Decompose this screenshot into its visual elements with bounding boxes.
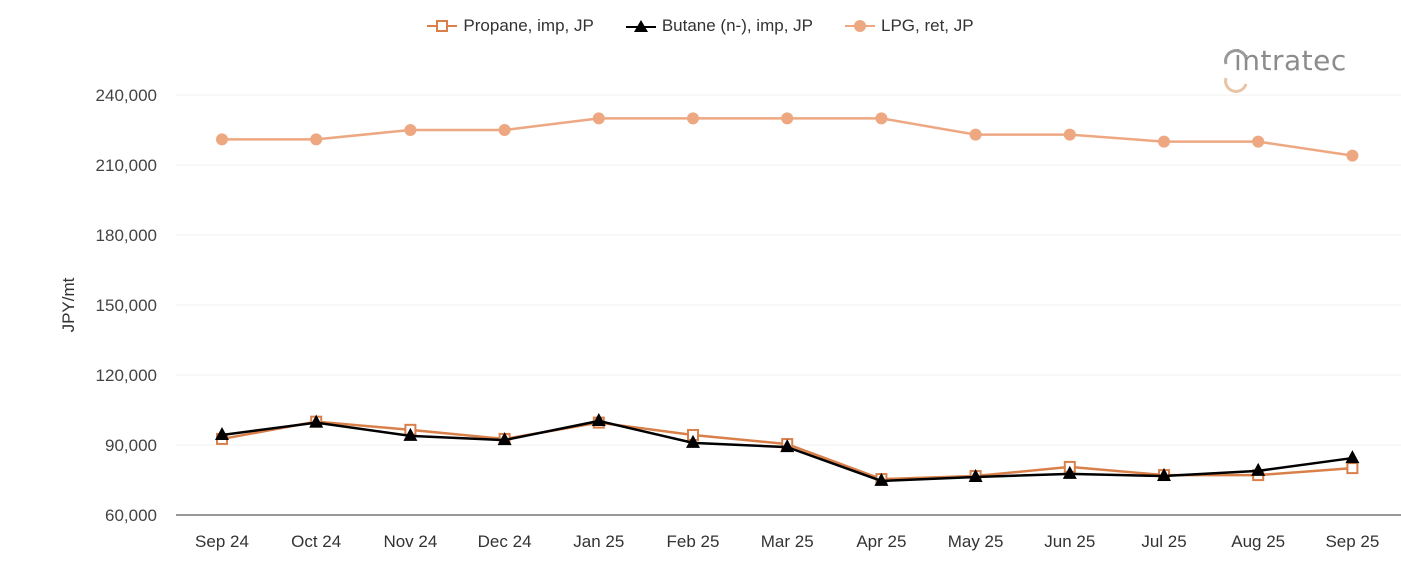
legend-label: LPG, ret, JP — [880, 16, 974, 35]
x-tick-label: Aug 25 — [1231, 532, 1285, 551]
x-tick-label: Sep 25 — [1325, 532, 1379, 551]
filled-triangle-marker-icon — [625, 20, 656, 32]
y-tick-label: 60,000 — [105, 506, 157, 525]
x-tick-label: Mar 25 — [761, 532, 814, 551]
data-point-triangle — [1345, 450, 1360, 464]
y-tick-label: 180,000 — [96, 226, 157, 245]
data-point-circle — [969, 128, 982, 141]
data-point-triangle — [309, 414, 324, 428]
x-tick-label: Jan 25 — [573, 532, 624, 551]
logo-mark-icon — [1224, 49, 1248, 93]
data-point-circle — [592, 112, 605, 125]
data-point-circle — [875, 112, 888, 125]
x-tick-label: Apr 25 — [856, 532, 906, 551]
filled-circle-marker-icon — [844, 20, 875, 32]
legend-label: Propane, imp, JP — [463, 16, 594, 35]
data-point-square — [1346, 462, 1359, 475]
data-point-triangle — [686, 434, 700, 448]
y-tick-label: 150,000 — [96, 296, 157, 315]
x-tick-label: Dec 24 — [478, 532, 532, 551]
data-point-triangle — [968, 468, 983, 482]
chart-legend: Propane, imp, JP Butane (n-), imp, JP LP… — [0, 16, 1401, 36]
data-point-triangle — [1062, 465, 1077, 479]
y-axis-label: JPY/mt — [59, 277, 78, 332]
logo-text: intratec — [1234, 44, 1347, 77]
data-point-circle — [781, 112, 794, 125]
data-point-circle — [498, 124, 511, 136]
x-tick-label: Oct 24 — [291, 532, 341, 551]
y-tick-label: 90,000 — [105, 436, 157, 455]
x-tick-label: Nov 24 — [383, 532, 437, 551]
data-point-triangle — [1157, 468, 1171, 482]
legend-label: Butane (n-), imp, JP — [661, 16, 813, 35]
data-point-triangle — [591, 412, 606, 426]
data-point-circle — [1252, 135, 1265, 148]
data-point-circle — [687, 112, 699, 125]
data-point-circle — [1158, 135, 1170, 148]
legend-item-butane[interactable]: Butane (n-), imp, JP — [625, 16, 813, 36]
x-tick-label: Feb 25 — [667, 532, 720, 551]
legend-item-propane[interactable]: Propane, imp, JP — [427, 16, 594, 36]
x-tick-label: Jul 25 — [1141, 532, 1186, 551]
data-point-circle — [1063, 128, 1076, 141]
x-tick-label: May 25 — [948, 532, 1004, 551]
data-point-circle — [310, 133, 323, 146]
data-point-circle — [404, 124, 417, 136]
y-tick-label: 120,000 — [96, 366, 157, 385]
data-point-triangle — [403, 427, 418, 441]
data-point-triangle — [497, 432, 512, 446]
x-tick-label: Jun 25 — [1044, 532, 1095, 551]
intratec-logo: intratec — [1222, 44, 1347, 93]
data-point-triangle — [1251, 462, 1266, 476]
y-tick-label: 210,000 — [96, 156, 157, 175]
y-tick-label: 240,000 — [96, 86, 157, 105]
data-point-triangle — [215, 426, 229, 440]
x-tick-label: Sep 24 — [195, 532, 249, 551]
open-square-marker-icon — [427, 20, 458, 32]
legend-item-lpg[interactable]: LPG, ret, JP — [844, 16, 974, 36]
data-point-circle — [216, 133, 228, 146]
data-point-triangle — [874, 472, 889, 486]
data-point-triangle — [780, 439, 795, 453]
data-point-circle — [1346, 149, 1359, 162]
